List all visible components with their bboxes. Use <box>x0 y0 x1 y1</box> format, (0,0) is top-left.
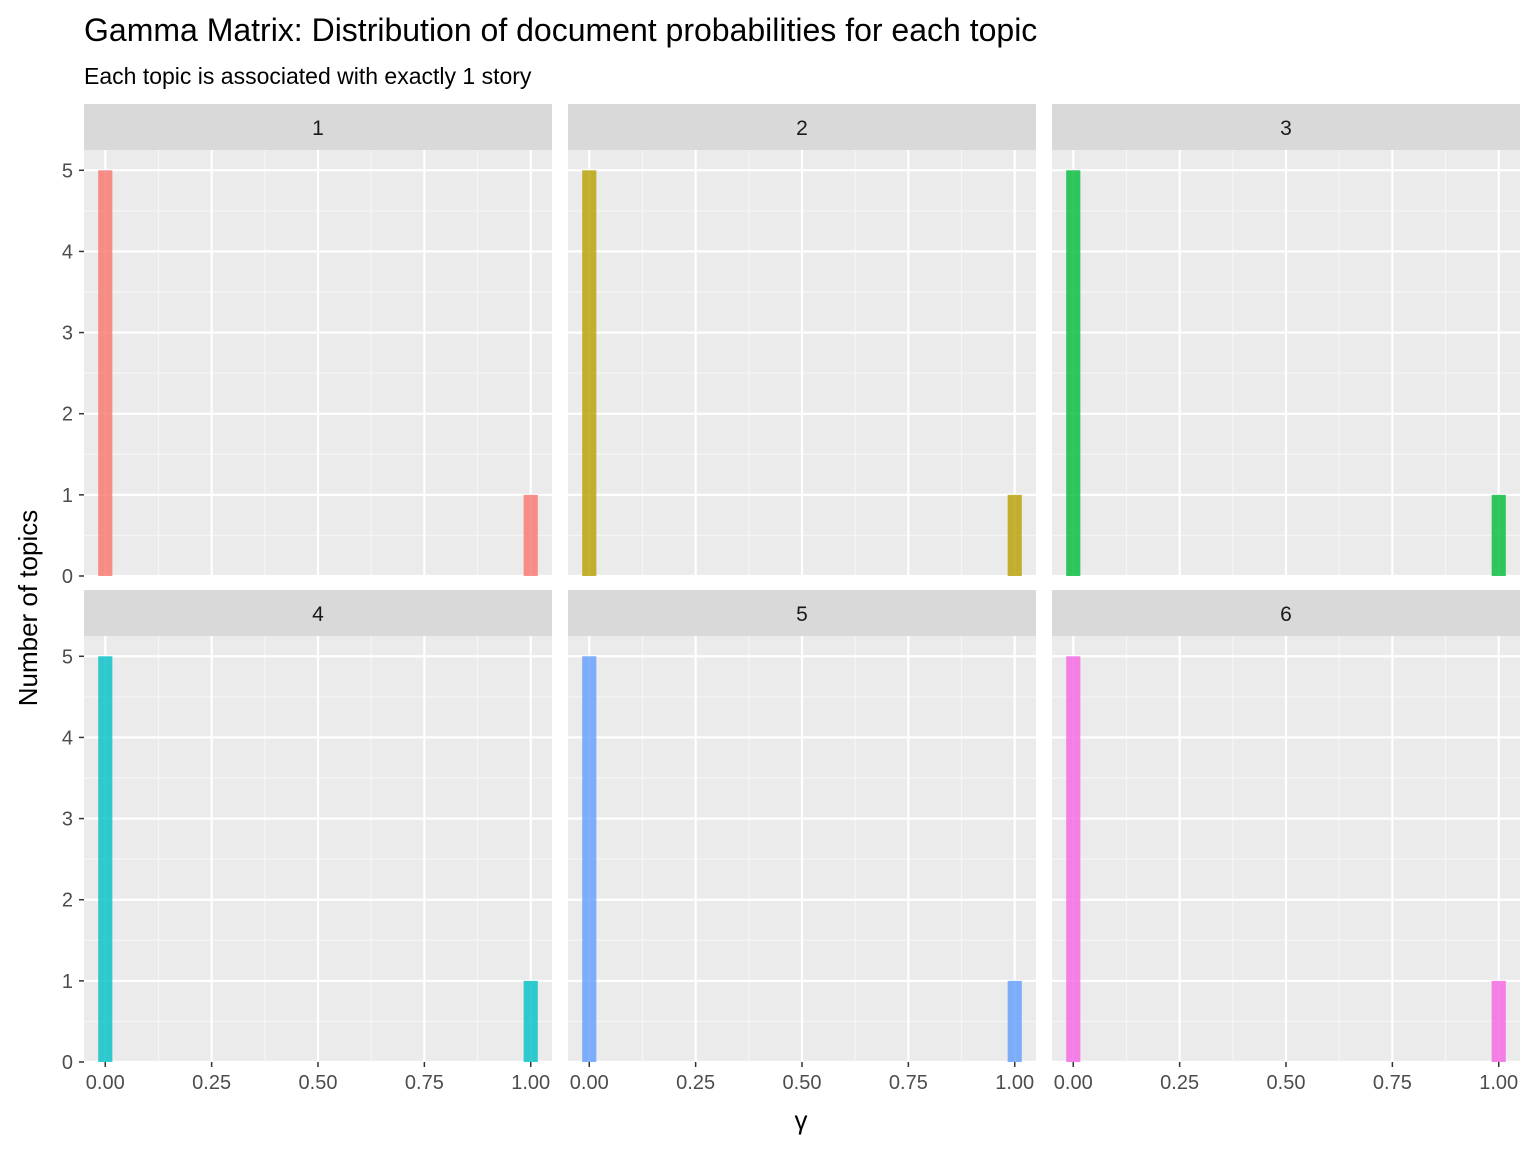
facet-strip <box>84 104 552 150</box>
y-tick-label: 3 <box>62 323 73 345</box>
histogram-bar <box>98 656 113 1062</box>
facet-panel-5: 5 0.00 0.25 0.50 0.75 1.00 <box>568 590 1036 1094</box>
y-tick-label: 0 <box>62 1052 73 1074</box>
x-tick-label: 0.50 <box>299 1072 338 1094</box>
histogram-bar <box>1007 980 1022 1062</box>
facet-strip-label: 3 <box>1280 117 1292 140</box>
histogram-bar <box>1066 170 1081 577</box>
y-tick-label: 5 <box>62 646 73 668</box>
histogram-bar <box>582 170 597 577</box>
x-tick-label: 1.00 <box>511 1072 550 1094</box>
y-tick-label: 1 <box>62 485 73 507</box>
x-tick-label: 0.25 <box>1160 1072 1199 1094</box>
facet-strip <box>1052 104 1520 150</box>
facet-strip-label: 1 <box>312 117 324 140</box>
facet-strip-label: 2 <box>796 117 808 140</box>
facet-strip <box>1052 590 1520 636</box>
x-tick-label: 0.75 <box>1373 1072 1412 1094</box>
x-tick-label: 1.00 <box>995 1072 1034 1094</box>
facet-strip-label: 5 <box>796 603 808 626</box>
histogram-bar <box>1491 980 1506 1062</box>
y-tick-label: 2 <box>62 404 73 426</box>
x-tick-label: 0.50 <box>783 1072 822 1094</box>
y-tick-label: 3 <box>62 809 73 831</box>
facet-strip <box>568 104 1036 150</box>
histogram-bar <box>523 980 538 1062</box>
y-tick-label: 4 <box>62 241 73 263</box>
histogram-bar <box>1491 494 1506 576</box>
facet-strip <box>568 590 1036 636</box>
y-tick-label: 1 <box>62 971 73 993</box>
x-tick-label: 1.00 <box>1479 1072 1518 1094</box>
facet-panel-4: 4 0 1 2 3 4 5 0.00 0.25 0.50 0.75 1.00 <box>62 590 552 1094</box>
x-tick-label: 0.75 <box>405 1072 444 1094</box>
y-tick-label: 2 <box>62 890 73 912</box>
x-tick-label: 0.25 <box>676 1072 715 1094</box>
histogram-bar <box>1066 656 1081 1062</box>
histogram-bar <box>582 656 597 1062</box>
facet-strip-label: 4 <box>312 603 324 626</box>
histogram-bar <box>523 494 538 576</box>
facet-panel-2: 2 <box>568 104 1036 578</box>
x-tick-label: 0.25 <box>192 1072 231 1094</box>
facet-panels: 1 0 1 2 3 4 5 2 3 4 0 1 2 3 4 5 0.00 0.25 0.50 0.75 1.00 5 0.0… <box>62 104 1520 1094</box>
y-tick-label: 4 <box>62 727 73 749</box>
x-tick-label: 0.00 <box>1054 1072 1093 1094</box>
chart-title: Gamma Matrix: Distribution of document p… <box>84 12 1037 48</box>
x-tick-label: 0.00 <box>86 1072 125 1094</box>
chart-subtitle: Each topic is associated with exactly 1 … <box>84 63 532 89</box>
facet-panel-1: 1 0 1 2 3 4 5 <box>62 104 552 588</box>
y-axis-title: Number of topics <box>13 510 43 707</box>
facet-strip-label: 6 <box>1280 603 1292 626</box>
y-tick-label: 0 <box>62 566 73 588</box>
x-tick-label: 0.00 <box>570 1072 609 1094</box>
facet-panel-6: 6 0.00 0.25 0.50 0.75 1.00 <box>1052 590 1520 1094</box>
x-tick-label: 0.75 <box>889 1072 928 1094</box>
facet-strip <box>84 590 552 636</box>
x-tick-label: 0.50 <box>1267 1072 1306 1094</box>
histogram-bar <box>98 170 113 577</box>
histogram-bar <box>1007 494 1022 576</box>
x-axis-title: γ <box>795 1105 808 1135</box>
y-tick-label: 5 <box>62 160 73 182</box>
facet-panel-3: 3 <box>1052 104 1520 578</box>
